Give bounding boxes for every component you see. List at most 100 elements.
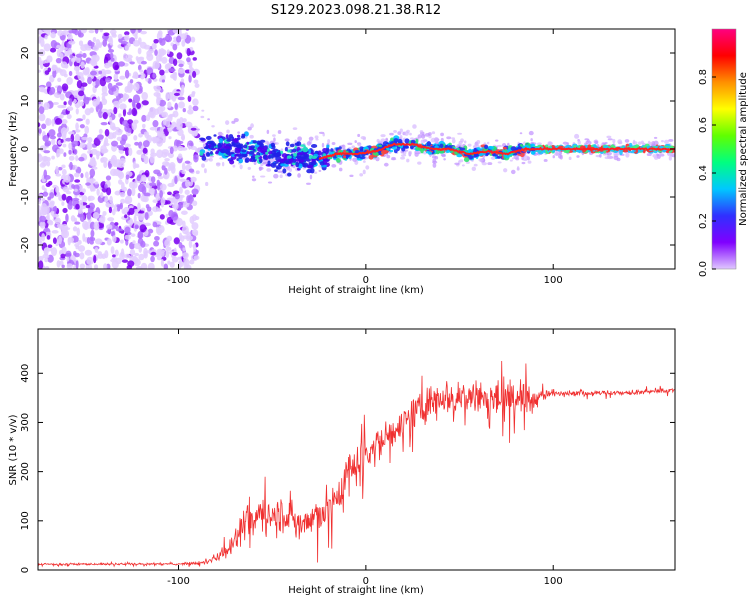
noise-blob (98, 128, 103, 134)
band-blob (267, 160, 271, 166)
noise-blob (161, 112, 167, 116)
noise-blob (158, 225, 165, 234)
halo-blob (207, 118, 210, 121)
noise-blob (135, 56, 139, 61)
spectrogram-y-tick-label: -20 (20, 237, 31, 253)
noise-blob (149, 126, 157, 131)
noise-blob (187, 109, 194, 115)
noise-blob (78, 156, 85, 162)
halo-blob (547, 141, 553, 146)
halo-blob (668, 139, 674, 142)
noise-blob (176, 121, 183, 130)
noise-blob (160, 258, 164, 267)
halo-blob (432, 162, 437, 168)
noise-blob (57, 30, 64, 37)
noise-blob (38, 69, 42, 73)
noise-blob (43, 247, 49, 256)
noise-blob (79, 263, 86, 269)
noise-blob (188, 105, 192, 111)
halo-blob (260, 163, 264, 167)
halo-blob (478, 158, 484, 162)
colorbar-tick-label: 0.4 (698, 165, 709, 181)
noise-blob (101, 108, 108, 113)
band-blob (220, 150, 227, 154)
noise-blob (82, 114, 86, 121)
noise-blob (173, 190, 180, 195)
halo-blob (421, 133, 426, 139)
noise-blob (43, 150, 51, 154)
band-blob (392, 146, 397, 150)
halo-blob (399, 134, 403, 140)
colorbar: 0.0 0.2 0.4 0.6 0.8 Normalized spectral ampl… (698, 28, 749, 277)
halo-blob (454, 162, 460, 165)
noise-blob (119, 191, 126, 198)
halo-blob (297, 173, 301, 178)
noise-blob (160, 183, 167, 191)
noise-blob (106, 224, 113, 230)
halo-blob (415, 151, 420, 154)
halo-blob (262, 161, 268, 165)
halo-blob (349, 174, 354, 178)
halo-blob (385, 137, 388, 141)
band-blob (310, 144, 318, 148)
noise-blob (149, 106, 156, 116)
halo-blob (656, 153, 660, 157)
noise-blob (157, 251, 165, 257)
band-blob (402, 145, 409, 149)
noise-blob (61, 104, 67, 109)
noise-blob (120, 40, 128, 45)
noise-blob (138, 133, 143, 138)
halo-blob (476, 140, 481, 145)
noise-blob (75, 108, 79, 115)
noise-blob (46, 160, 51, 167)
halo-blob (451, 137, 456, 140)
noise-blob (165, 249, 170, 258)
band-blob (236, 137, 241, 140)
noise-blob (132, 240, 136, 245)
noise-blob (118, 179, 123, 185)
noise-blob (165, 213, 169, 218)
noise-blob (148, 187, 155, 193)
noise-blob (172, 29, 179, 34)
noise-blob (168, 136, 172, 140)
band-blob (209, 150, 213, 155)
halo-blob (354, 140, 357, 144)
noise-blob (133, 135, 138, 141)
noise-blob (67, 201, 73, 210)
noise-blob (188, 142, 193, 146)
noise-blob (41, 185, 45, 191)
band-blob (236, 134, 241, 138)
noise-blob (68, 70, 73, 77)
noise-blob (104, 184, 108, 189)
noise-blob (38, 193, 44, 199)
band-blob (286, 149, 292, 153)
noise-blob (177, 59, 183, 64)
noise-blob (164, 35, 173, 43)
noise-blob (153, 44, 157, 49)
noise-blob (180, 78, 185, 84)
noise-blob (82, 52, 87, 59)
noise-blob (111, 33, 117, 38)
noise-blob (165, 200, 171, 205)
noise-blob (88, 202, 96, 210)
spectrogram-y-ticks: -20 -10 0 10 20 (20, 47, 675, 253)
halo-blob (309, 174, 313, 180)
band-blob (426, 141, 432, 147)
band-blob (285, 141, 290, 147)
noise-blob (137, 64, 142, 71)
noise-blob (89, 237, 96, 242)
noise-blob (124, 34, 130, 41)
noise-blob (145, 250, 152, 254)
halo-blob (510, 169, 516, 175)
band-blob (312, 160, 317, 166)
noise-blob (72, 226, 78, 232)
halo-blob (432, 158, 437, 163)
noise-blob (127, 119, 134, 125)
noise-blob (57, 166, 63, 171)
noise-blob (140, 74, 145, 80)
noise-blob (51, 138, 56, 146)
band-blob (488, 145, 495, 150)
halo-blob (613, 153, 619, 156)
noise-blob (115, 228, 124, 232)
halo-blob (294, 139, 297, 143)
